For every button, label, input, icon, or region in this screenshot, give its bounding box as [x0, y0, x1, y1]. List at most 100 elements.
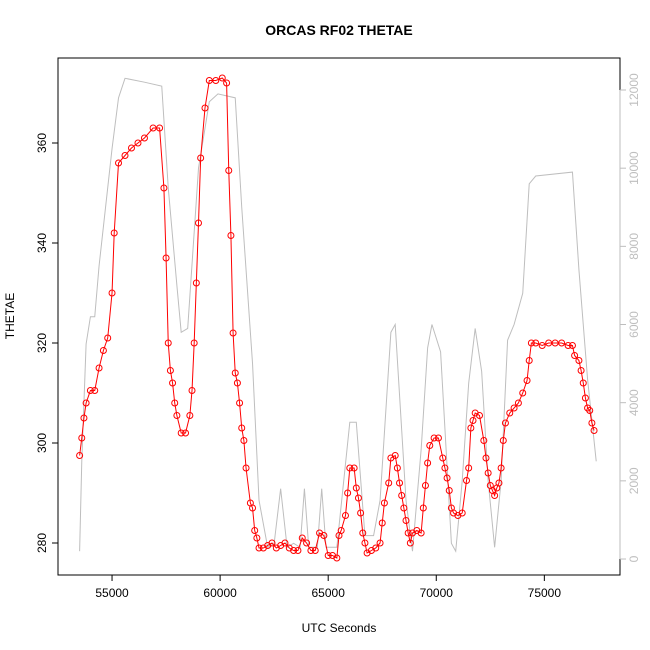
data-point — [341, 512, 349, 519]
data-point — [519, 389, 527, 397]
data-point — [169, 379, 177, 387]
data-point — [223, 79, 231, 87]
data-point — [426, 442, 434, 449]
data-point — [303, 539, 311, 547]
data-point — [171, 399, 179, 407]
data-point — [527, 339, 535, 347]
data-point — [173, 412, 181, 419]
data-point — [290, 547, 298, 554]
data-point — [421, 482, 429, 489]
y-tick-label: 320 — [35, 333, 49, 353]
data-point — [445, 487, 453, 494]
data-point — [538, 342, 546, 349]
data-point — [400, 504, 408, 512]
data-point — [156, 124, 164, 132]
data-point — [311, 547, 319, 554]
data-point — [190, 339, 198, 347]
data-point — [255, 544, 263, 552]
y2-tick-label: 0 — [627, 555, 641, 562]
data-point — [115, 159, 123, 167]
data-point — [419, 504, 427, 512]
data-point — [249, 504, 257, 512]
data-point — [240, 437, 248, 444]
data-point — [121, 152, 129, 159]
data-point — [333, 554, 341, 562]
data-point — [441, 464, 449, 472]
data-point — [281, 539, 289, 547]
data-point — [251, 527, 259, 534]
y2-tick-label: 12000 — [627, 73, 641, 107]
data-point — [385, 479, 393, 487]
data-point — [359, 529, 367, 537]
data-point — [82, 399, 90, 407]
data-point — [391, 452, 399, 459]
data-point — [162, 254, 170, 262]
data-point — [127, 144, 135, 152]
x-tick-label: 70000 — [420, 586, 454, 600]
data-point — [186, 412, 194, 419]
data-point — [417, 529, 425, 537]
data-point — [372, 544, 380, 552]
data-point — [238, 424, 246, 432]
data-point — [337, 527, 345, 534]
data-point — [298, 534, 306, 542]
data-point — [514, 399, 522, 407]
data-point — [134, 139, 142, 147]
data-point — [476, 412, 483, 419]
x-tick-label: 75000 — [528, 586, 562, 600]
data-point — [393, 464, 401, 472]
data-point — [443, 474, 451, 482]
data-point — [108, 289, 116, 297]
data-point — [357, 509, 365, 517]
y-axis-label: THETAE — [3, 293, 17, 339]
chart-title: ORCAS RF02 THETAE — [265, 22, 413, 38]
y-tick-label: 300 — [35, 433, 49, 453]
data-point — [532, 339, 540, 347]
data-point — [499, 437, 507, 444]
data-point — [218, 74, 226, 82]
data-point — [225, 167, 233, 174]
y2-tick-label: 2000 — [627, 467, 641, 494]
data-point — [465, 464, 473, 472]
data-point — [430, 434, 438, 442]
y2-tick-label: 8000 — [627, 233, 641, 260]
data-point — [525, 357, 533, 364]
data-point — [581, 394, 589, 402]
data-point — [480, 437, 488, 444]
data-point — [577, 367, 585, 374]
data-point — [160, 184, 168, 192]
data-point — [229, 329, 237, 337]
data-point — [99, 347, 107, 354]
data-point — [380, 499, 388, 507]
data-point — [76, 452, 84, 459]
data-line — [79, 77, 597, 553]
y2-tick-label: 4000 — [627, 389, 641, 416]
data-point — [434, 434, 442, 442]
data-point — [458, 509, 466, 517]
data-point — [564, 342, 572, 349]
data-point — [201, 104, 209, 112]
y-tick-label: 280 — [35, 533, 49, 553]
data-point — [320, 532, 328, 539]
data-point — [495, 479, 503, 487]
data-point — [182, 429, 190, 437]
data-point — [424, 459, 432, 467]
data-point — [350, 464, 358, 472]
data-point — [110, 229, 118, 237]
data-point — [361, 539, 369, 547]
data-point — [491, 492, 499, 499]
data-point — [233, 379, 241, 387]
data-point — [227, 232, 235, 239]
data-point — [506, 409, 514, 417]
data-point — [242, 464, 250, 472]
data-point — [177, 429, 185, 437]
x-axis-label: UTC Seconds — [302, 621, 377, 635]
data-point — [86, 387, 94, 394]
data-point — [212, 77, 220, 84]
data-point — [140, 134, 148, 142]
data-point — [590, 427, 598, 434]
data-point — [558, 339, 566, 347]
data-point — [104, 334, 112, 342]
data-point — [192, 279, 200, 287]
